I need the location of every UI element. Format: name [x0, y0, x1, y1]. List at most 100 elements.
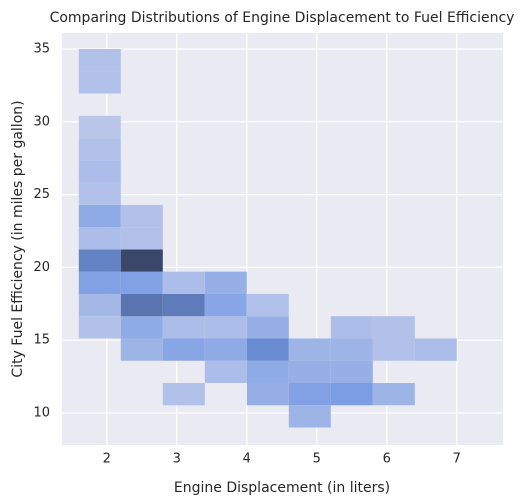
y-tick-label: 10 — [33, 405, 50, 420]
hist-cell — [163, 249, 205, 271]
hist-cell — [205, 160, 247, 182]
hist-cell — [205, 138, 247, 160]
hist-cell — [121, 71, 163, 93]
hist-cell — [372, 338, 415, 361]
hist-cell — [79, 383, 121, 405]
hist-cell — [415, 294, 457, 316]
hist-cell — [373, 205, 415, 227]
hist-cell — [120, 227, 163, 250]
hist-cell — [247, 116, 289, 138]
hist-cell — [372, 382, 415, 406]
hist-cell — [331, 405, 373, 427]
hist-cell — [163, 227, 205, 249]
hist-cell — [331, 294, 373, 316]
x-tick-label: 7 — [453, 452, 461, 467]
hist-cell — [415, 94, 457, 116]
hist-cell — [246, 338, 289, 361]
y-tick-label: 35 — [33, 42, 50, 57]
hist-cell — [162, 316, 205, 339]
hist-cell — [247, 205, 289, 227]
hist-cell — [247, 94, 289, 116]
hist-cell — [415, 138, 457, 160]
hist-cell — [79, 361, 121, 383]
y-tick-label: 30 — [33, 114, 50, 129]
hist-cell — [373, 294, 415, 316]
hist-cell — [373, 138, 415, 160]
hist-cell — [78, 204, 121, 228]
hist-cell — [204, 271, 247, 294]
hist-cell — [78, 71, 121, 94]
hist-cell — [289, 294, 331, 316]
y-tick-label: 15 — [33, 333, 50, 348]
x-tick-label: 3 — [173, 452, 181, 467]
hist-cell — [120, 271, 163, 294]
hist-cell — [163, 205, 205, 227]
hist-cell — [121, 94, 163, 116]
hist-cell — [79, 338, 121, 360]
hist-cell — [204, 338, 247, 361]
hist-cell — [205, 49, 247, 71]
hist-cell — [331, 272, 373, 294]
hist-cell — [163, 49, 205, 71]
hist-cell — [120, 338, 163, 361]
hist-cell — [373, 160, 415, 182]
hist-cell — [204, 293, 247, 317]
hist-cell — [78, 160, 121, 183]
hist-cell — [121, 116, 163, 138]
hist-cell — [163, 116, 205, 138]
hist-cell — [331, 160, 373, 182]
hist-cell — [163, 405, 205, 427]
hist-cell — [289, 71, 331, 93]
hist-cell — [331, 116, 373, 138]
hist-cell — [247, 160, 289, 182]
hist-cell — [415, 272, 457, 294]
hist-cell — [289, 249, 331, 271]
hist-cell — [162, 338, 205, 361]
hist-cell — [247, 249, 289, 271]
hist-cell — [373, 116, 415, 138]
hist-cell — [288, 405, 331, 428]
hist-cell — [331, 205, 373, 227]
hist-cell — [163, 94, 205, 116]
x-tick-label: 4 — [243, 452, 251, 467]
hist-cell — [289, 183, 331, 205]
hist-cell — [78, 293, 121, 317]
hist-cell — [289, 160, 331, 182]
hist-cell — [121, 160, 163, 182]
hist-cell — [78, 249, 121, 272]
hist-cell — [415, 71, 457, 93]
chart-title: Comparing Distributions of Engine Displa… — [50, 10, 515, 26]
hist-cell — [373, 361, 415, 383]
hist-cell — [247, 49, 289, 71]
hist-cell — [247, 138, 289, 160]
hist-cell — [205, 383, 247, 405]
hist-cell — [247, 183, 289, 205]
hist-cell — [331, 49, 373, 71]
hist-cell — [330, 360, 373, 383]
hist-cell — [205, 183, 247, 205]
hist-cell — [415, 361, 457, 383]
hist-cell — [415, 383, 457, 405]
hist-cell — [415, 205, 457, 227]
hist-cell — [247, 405, 289, 427]
hist-cell — [331, 183, 373, 205]
hist-cell — [415, 183, 457, 205]
hist-cell — [247, 272, 289, 294]
hist-cell — [120, 204, 163, 228]
hist-cell — [78, 138, 121, 161]
hist-cell — [373, 49, 415, 71]
hist-cell — [205, 205, 247, 227]
hist-cell — [204, 360, 247, 383]
hist-cell — [373, 183, 415, 205]
hist-cell — [120, 249, 163, 272]
hist-cell — [163, 71, 205, 93]
hist-cell — [373, 71, 415, 93]
hist-cell — [288, 382, 331, 406]
hist-cell — [330, 382, 373, 406]
x-tick-label: 2 — [103, 452, 111, 467]
hist-cell — [373, 405, 415, 427]
hist-cell — [330, 316, 373, 339]
hist-cell — [205, 405, 247, 427]
hist-cell — [373, 272, 415, 294]
